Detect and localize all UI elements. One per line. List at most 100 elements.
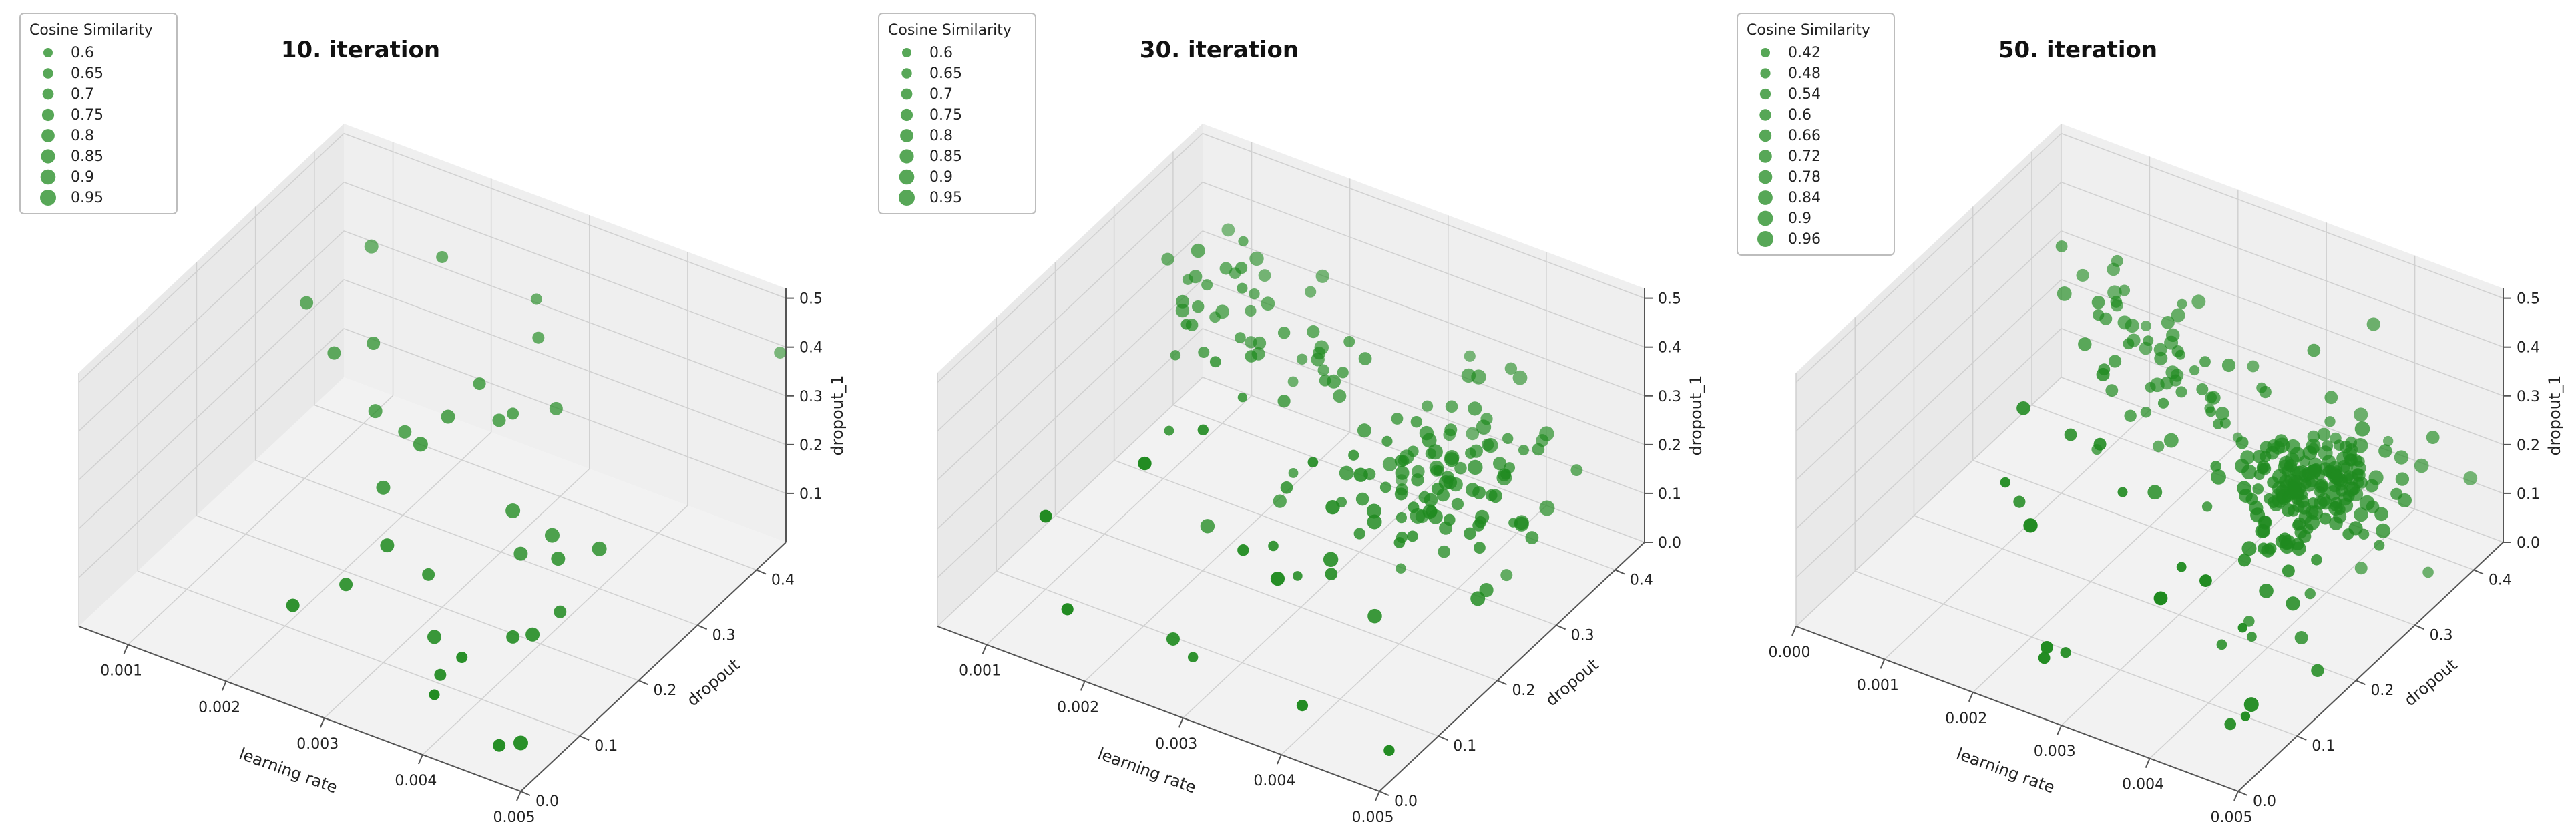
data-point (2147, 485, 2163, 500)
data-point (2160, 376, 2173, 390)
legend-entry-label: 0.6 (71, 45, 94, 61)
data-point (2257, 460, 2270, 473)
data-point (2117, 487, 2128, 497)
data-point (1472, 519, 1485, 532)
grid-line (343, 230, 787, 397)
grid-line (2061, 328, 2504, 494)
data-point (2378, 444, 2392, 458)
data-point (2140, 407, 2152, 418)
data-point (2240, 711, 2251, 721)
y-tick-label: 0.2 (1512, 682, 1535, 699)
legend-marker (901, 68, 912, 79)
legend-marker (899, 149, 914, 164)
data-point (376, 480, 391, 495)
data-point (1237, 392, 1248, 403)
data-point (2171, 308, 2185, 323)
y-tick-label: 0.1 (594, 738, 618, 755)
data-points (2000, 240, 2478, 731)
y-tick-label: 0.0 (1394, 793, 1418, 810)
data-point (1339, 465, 1354, 481)
data-point (2060, 647, 2071, 658)
data-point (427, 630, 441, 644)
data-point (1253, 336, 1267, 350)
data-point (2330, 501, 2340, 511)
data-point (549, 401, 563, 415)
data-point (1348, 449, 1359, 461)
y-tick (697, 624, 708, 630)
legend-marker (40, 169, 56, 185)
back-wall-pane (344, 124, 786, 542)
data-point (2076, 268, 2089, 282)
left-wall-pane (1796, 124, 2061, 626)
grid-line (1795, 230, 2062, 481)
data-point (1468, 401, 1482, 416)
data-point (1433, 465, 1444, 477)
data-point (1466, 427, 1480, 441)
data-point (2013, 495, 2026, 508)
data-point (1219, 262, 1233, 275)
legend-marker (1757, 210, 1773, 226)
data-point (2237, 622, 2247, 633)
data-point (2359, 495, 2375, 511)
data-point (2344, 453, 2358, 467)
grid-line (196, 515, 639, 681)
grid-line (137, 570, 580, 737)
legend-entry-label: 0.66 (1788, 128, 1821, 144)
data-point (1039, 509, 1052, 523)
data-point (1353, 467, 1368, 482)
data-point (2093, 437, 2107, 451)
data-point (2255, 524, 2270, 538)
data-point (2093, 309, 2105, 321)
data-point (2191, 294, 2206, 309)
legend-entry-label: 0.7 (71, 86, 94, 103)
legend-entry-label: 0.95 (71, 190, 103, 206)
data-point (1379, 481, 1391, 493)
legend-marker (40, 190, 56, 206)
z-tick-label: 0.5 (1658, 291, 1681, 308)
legend-entry-label: 0.54 (1788, 86, 1821, 103)
data-point (507, 407, 519, 420)
data-point (2105, 384, 2119, 397)
data-point (2152, 440, 2165, 453)
grid-line (1795, 377, 2062, 627)
data-point (2463, 471, 2478, 485)
legend-marker (43, 48, 53, 57)
floor-pane (79, 377, 786, 791)
data-point (1197, 424, 1209, 436)
grid-line (1795, 279, 2062, 530)
data-point (2057, 286, 2072, 301)
legend-entry-label: 0.84 (1788, 190, 1821, 206)
legend-entry-label: 0.9 (1788, 210, 1811, 227)
legend-box (878, 13, 1036, 214)
y-tick-label: 0.3 (1571, 627, 1594, 644)
data-point (2306, 465, 2321, 480)
data-point (2199, 574, 2212, 587)
data-point (1187, 652, 1199, 662)
legend-marker (1759, 88, 1771, 100)
legend-marker (43, 68, 53, 79)
floor-pane (937, 377, 1645, 791)
y-tick (1556, 624, 1566, 630)
legend: Cosine Similarity 0.6 0.65 0.7 0.75 0.8 0.85 0.… (19, 13, 178, 214)
data-point (2124, 409, 2137, 422)
chart-title: 50. iteration (1998, 37, 2157, 63)
data-point (2301, 477, 2317, 492)
chart-50-iteration: 0.0000.0010.0020.0030.0040.0050.00.10.20… (1737, 13, 2564, 822)
data-point (1358, 352, 1372, 365)
data-point (398, 425, 412, 439)
legend-marker (1758, 190, 1773, 205)
data-point (1277, 395, 1291, 408)
data-point (1337, 367, 1349, 379)
data-point (2235, 459, 2249, 473)
data-point (2261, 544, 2275, 558)
x-tick-label: 0.004 (395, 773, 437, 789)
panel-50-iteration: 0.000 0.001 0.002 0.003 0.004 0.005 0.0 0.1 0.2 0… (1717, 0, 2576, 822)
data-point (1355, 492, 1369, 506)
legend: Cosine Similarity 0.6 0.65 0.7 0.75 0.8 0.85 0.… (878, 13, 1036, 214)
data-point (1215, 304, 1230, 319)
data-point (2374, 507, 2388, 522)
data-point (1444, 452, 1459, 467)
data-point (2000, 477, 2011, 488)
data-point (2108, 355, 2122, 368)
data-point (1296, 700, 1309, 712)
